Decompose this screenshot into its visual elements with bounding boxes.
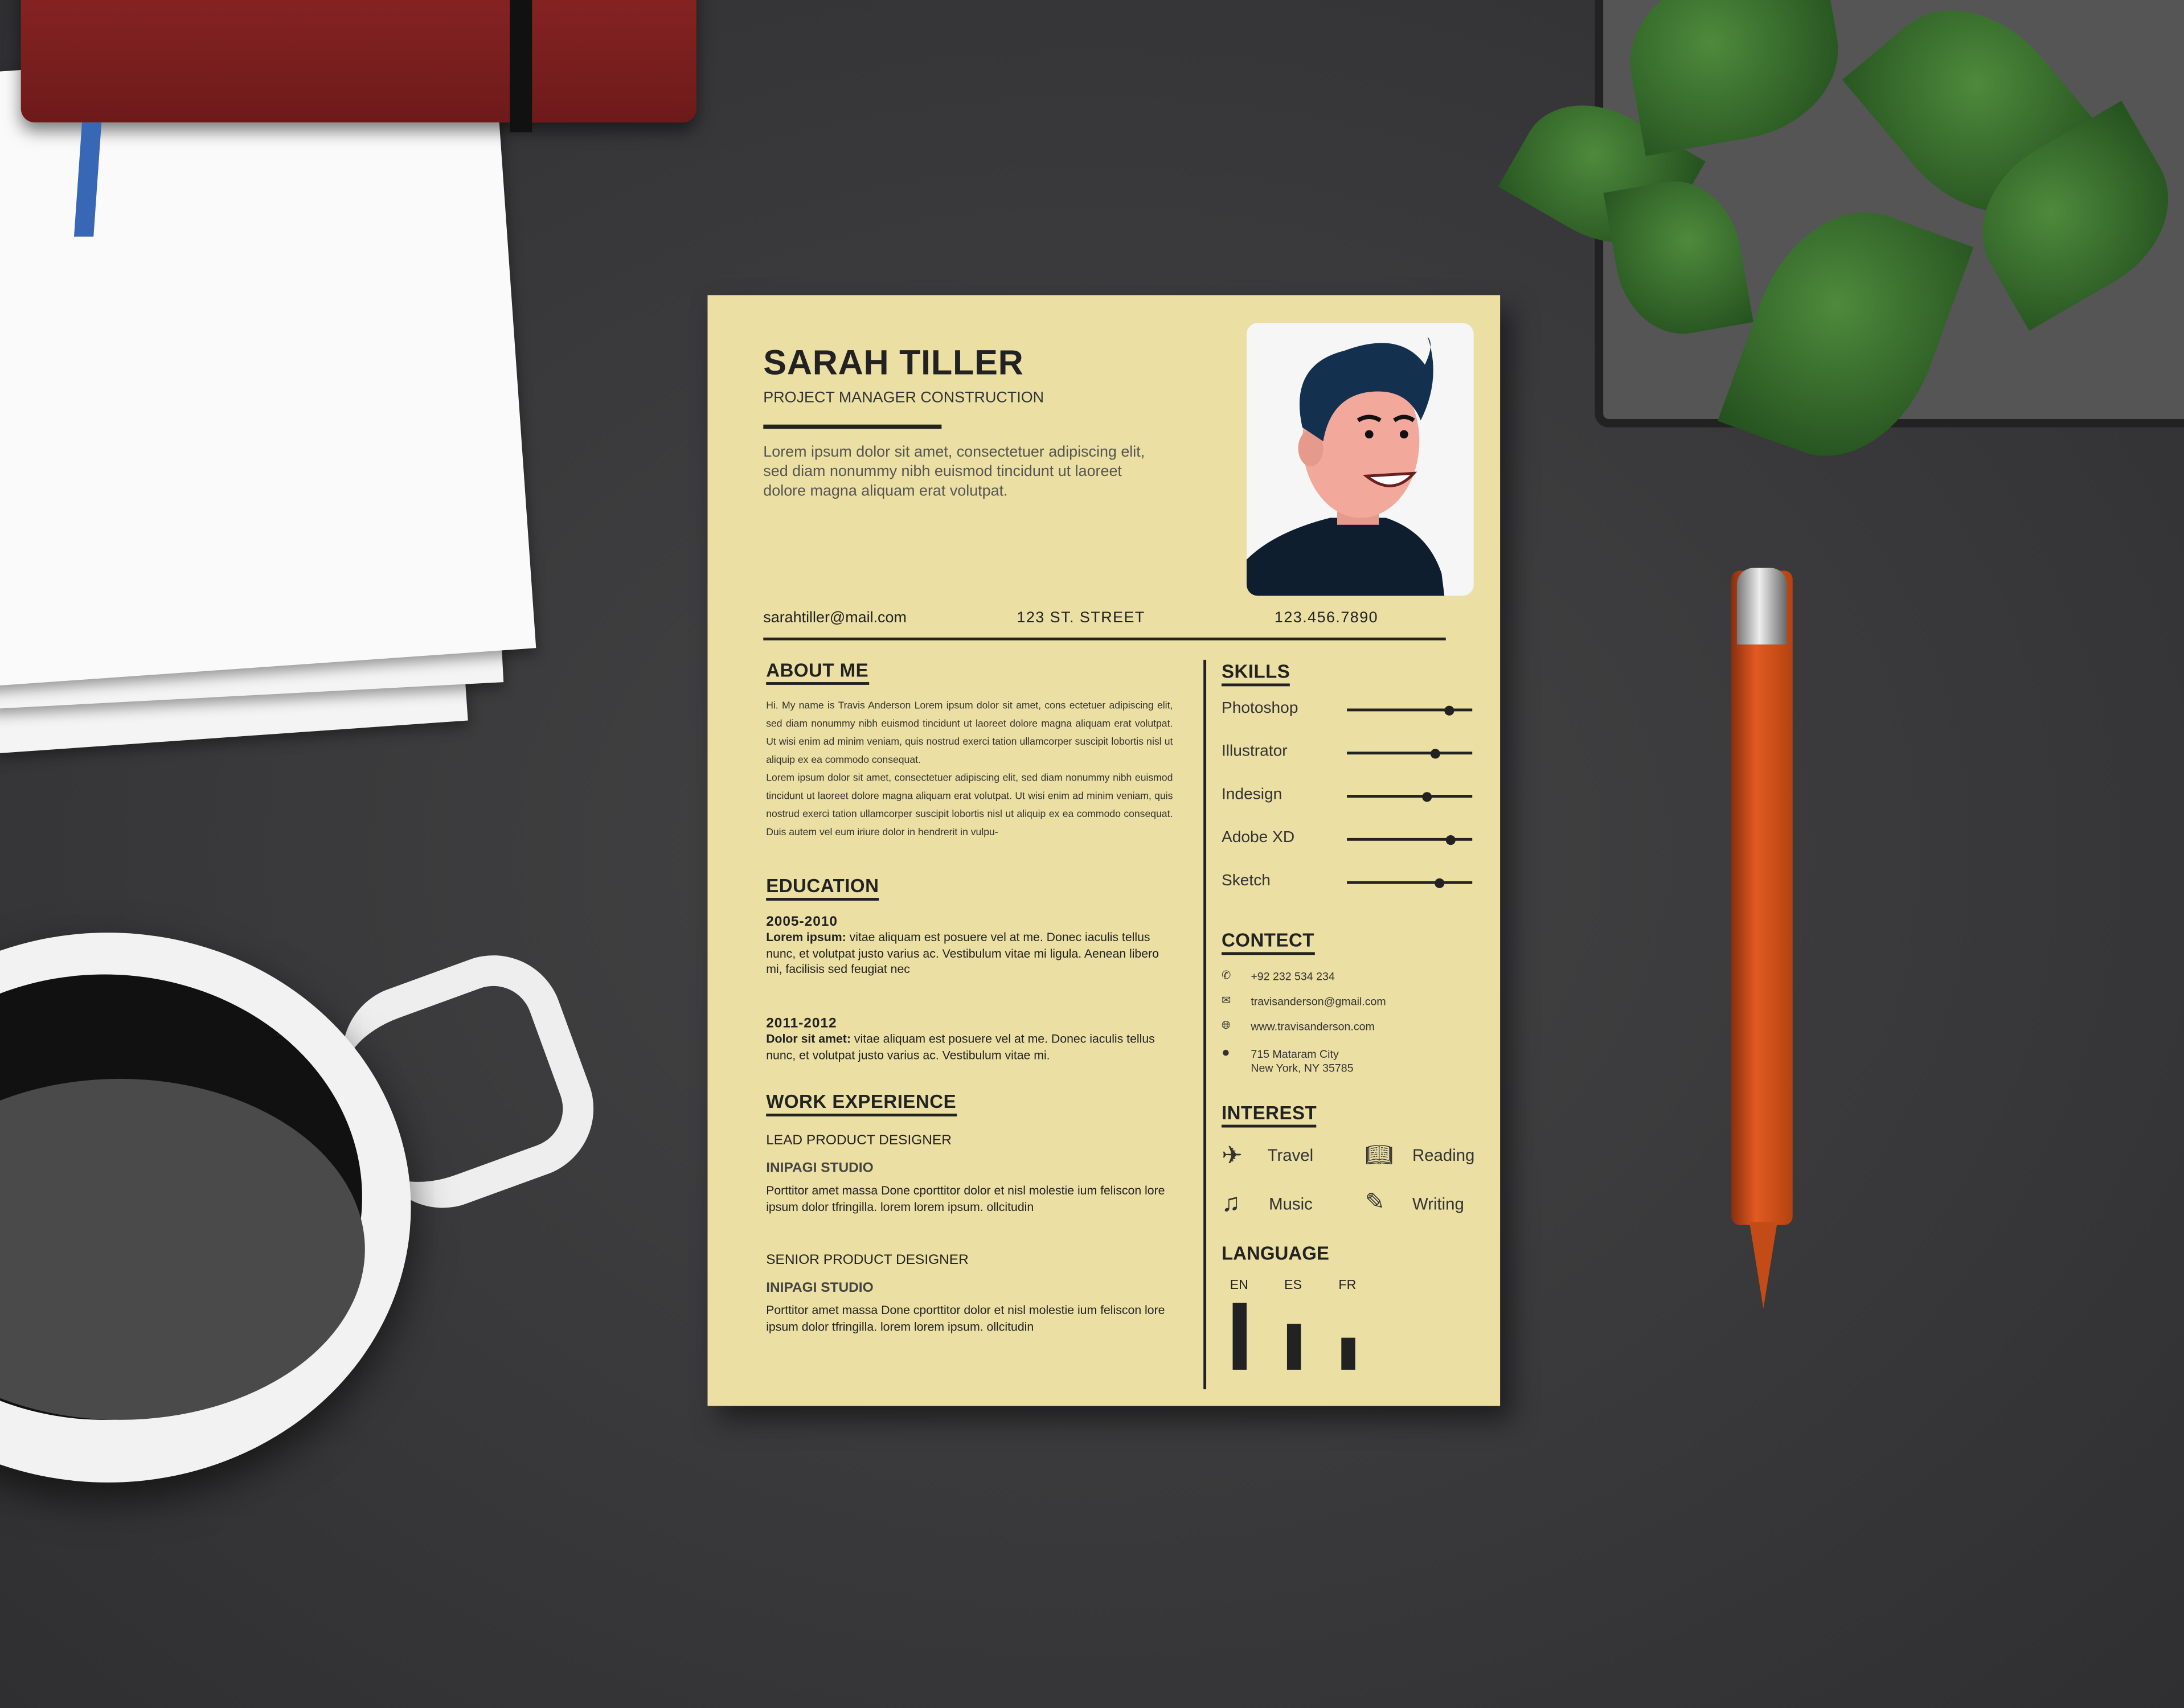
skill-label: Indesign [1221, 786, 1282, 803]
skill-level-bar [1347, 834, 1473, 844]
job-description: Porttitor amet massa Done cporttitor dol… [766, 1183, 1165, 1213]
skill-level-knob [1445, 705, 1455, 715]
job-title: LEAD PRODUCT DESIGNER [766, 1133, 952, 1149]
interest-label: Travel [1267, 1145, 1314, 1165]
work-heading: WORK EXPERIENCE [766, 1091, 957, 1116]
education-heading: EDUCATION [766, 876, 879, 901]
resume-role: PROJECT MANAGER CONSTRUCTION [763, 389, 1044, 407]
interest-label: Reading [1412, 1145, 1475, 1165]
resume-name: SARAH TILLER [763, 343, 1024, 383]
book-icon: 📖︎ [1365, 1144, 1394, 1168]
skill-label: Adobe XD [1221, 830, 1295, 847]
language-level-bar [1341, 1337, 1355, 1370]
skill-label: Illustrator [1221, 743, 1288, 760]
pen [1731, 570, 1793, 1225]
education-item: 2005-2010 Lorem ipsum: vitae aliquam est… [766, 914, 1170, 978]
notebook [21, 0, 696, 123]
contact-heading: CONTECT [1221, 930, 1314, 955]
company-name: INIPAGI STUDIO [766, 1161, 874, 1177]
header-phone: 123.456.7890 [1274, 609, 1379, 627]
education-label: Dolor sit amet: [766, 1031, 851, 1046]
skill-level-bar [1347, 748, 1473, 758]
contact-phone: +92 232 534 234 [1251, 970, 1335, 983]
skill-level-knob [1435, 877, 1445, 888]
contact-address: 715 Mataram City New York, NY 35785 [1251, 1048, 1353, 1076]
skill-label: Sketch [1221, 873, 1271, 890]
pen-cap [1736, 568, 1787, 645]
education-item: 2011-2012 Dolor sit amet: vitae aliquam … [766, 1016, 1170, 1064]
contact-email: travisanderson@gmail.com [1251, 995, 1386, 1008]
education-years: 2011-2012 [766, 1016, 837, 1032]
pen-tip [1749, 1222, 1777, 1309]
pencil-icon: ✎ [1365, 1189, 1385, 1216]
language-code: FR [1338, 1278, 1357, 1294]
language-level-bar [1286, 1323, 1301, 1370]
column-divider [1203, 659, 1207, 1390]
interest-label: Music [1269, 1194, 1313, 1214]
title-divider [763, 424, 942, 429]
skill-level-knob [1429, 748, 1440, 758]
about-text: Hi. My name is Travis Anderson Lorem ips… [766, 696, 1173, 841]
work-item: SENIOR PRODUCT DESIGNER INIPAGI STUDIO P… [766, 1253, 1170, 1335]
header-email: sarahtiller@mail.com [763, 609, 907, 627]
address-line: New York, NY 35785 [1251, 1062, 1354, 1075]
paper-sheet [0, 36, 536, 687]
resume: SARAH TILLER PROJECT MANAGER CONSTRUCTIO… [707, 295, 1501, 1406]
skill-level-bar [1347, 705, 1473, 715]
skill-label: Photoshop [1221, 700, 1298, 717]
location-pin-icon: ● [1221, 1045, 1230, 1061]
education-years: 2005-2010 [766, 914, 838, 930]
work-item: LEAD PRODUCT DESIGNER INIPAGI STUDIO Por… [766, 1133, 1170, 1215]
skill-level-bar [1347, 877, 1473, 888]
header-address: 123 ST. STREET [1017, 609, 1145, 627]
about-paragraph: Lorem ipsum dolor sit amet, consectetuer… [766, 771, 1173, 838]
skill-level-bar [1347, 791, 1473, 802]
avatar-illustration [1246, 336, 1445, 596]
address-line: 715 Mataram City [1251, 1048, 1339, 1061]
header-divider [763, 637, 1446, 640]
music-note-icon: ♫ [1221, 1189, 1240, 1217]
airplane-icon: ✈ [1221, 1141, 1243, 1169]
language-level-bar [1232, 1303, 1247, 1370]
language-heading: LANGUAGE [1221, 1243, 1329, 1264]
about-heading: ABOUT ME [766, 660, 869, 685]
job-title: SENIOR PRODUCT DESIGNER [766, 1253, 969, 1268]
intro-text: Lorem ipsum dolor sit amet, consectetuer… [763, 444, 1145, 500]
language-code: ES [1284, 1278, 1302, 1294]
education-text: vitae aliquam est posuere vel at me. Don… [766, 930, 1159, 976]
avatar [1246, 323, 1474, 596]
job-description: Porttitor amet massa Done cporttitor dol… [766, 1303, 1165, 1333]
contact-website: www.travisanderson.com [1251, 1020, 1375, 1033]
education-label: Lorem ipsum: [766, 930, 846, 944]
interest-label: Writing [1412, 1194, 1464, 1214]
about-paragraph: Hi. My name is Travis Anderson Lorem ips… [766, 699, 1173, 766]
interest-heading: INTEREST [1221, 1102, 1317, 1128]
globe-icon: 🌐︎ [1221, 1019, 1231, 1032]
skill-level-knob [1446, 834, 1456, 844]
phone-icon: ✆ [1221, 968, 1231, 982]
language-code: EN [1230, 1278, 1248, 1294]
notebook-band [510, 0, 532, 133]
mail-icon: ✉ [1221, 993, 1231, 1007]
company-name: INIPAGI STUDIO [766, 1280, 874, 1296]
skills-heading: SKILLS [1221, 661, 1290, 687]
education-text: vitae aliquam est posuere vel at me. Don… [766, 1031, 1155, 1062]
skill-level-knob [1422, 791, 1432, 802]
